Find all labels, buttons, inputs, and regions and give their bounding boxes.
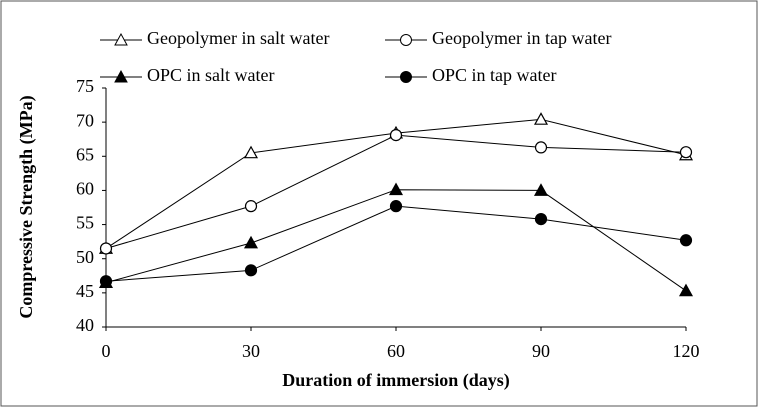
legend-label: Geopolymer in salt water	[147, 28, 329, 48]
x-tick-label: 90	[532, 341, 550, 361]
data-point	[534, 141, 548, 154]
data-point	[99, 242, 113, 255]
y-tick-label: 45	[76, 281, 94, 301]
x-tick-label: 60	[387, 341, 405, 361]
data-point	[534, 213, 548, 226]
x-tick-label: 30	[242, 341, 260, 361]
data-point	[679, 146, 693, 159]
y-tick-label: 65	[76, 144, 94, 164]
data-point	[243, 235, 259, 249]
y-tick-label: 40	[76, 315, 94, 335]
data-point	[388, 182, 404, 196]
data-point	[679, 234, 693, 247]
legend-marker	[114, 32, 128, 46]
y-tick-label: 60	[76, 179, 94, 199]
legend-label: Geopolymer in tap water	[432, 28, 611, 48]
data-point	[99, 275, 113, 288]
legend-marker	[400, 71, 412, 83]
y-tick-label: 75	[76, 76, 94, 96]
y-tick-label: 55	[76, 213, 94, 233]
legend-marker	[114, 69, 128, 83]
y-axis-label: Compressive Strength (MPa)	[16, 95, 37, 318]
y-tick-label: 50	[76, 247, 94, 267]
data-point	[243, 145, 259, 159]
data-point	[244, 264, 258, 277]
data-point	[533, 112, 549, 125]
data-point	[389, 200, 403, 213]
data-point	[389, 129, 403, 142]
y-tick-label: 70	[76, 110, 94, 130]
data-point	[244, 200, 258, 213]
legend-label: OPC in tap water	[432, 65, 556, 85]
x-axis-label: Duration of immersion (days)	[282, 370, 510, 391]
legend-marker	[400, 34, 412, 46]
data-point	[533, 183, 549, 196]
x-tick-label: 0	[102, 341, 111, 361]
x-tick-label: 120	[673, 341, 700, 361]
legend-label: OPC in salt water	[147, 65, 275, 85]
data-point	[678, 283, 694, 297]
